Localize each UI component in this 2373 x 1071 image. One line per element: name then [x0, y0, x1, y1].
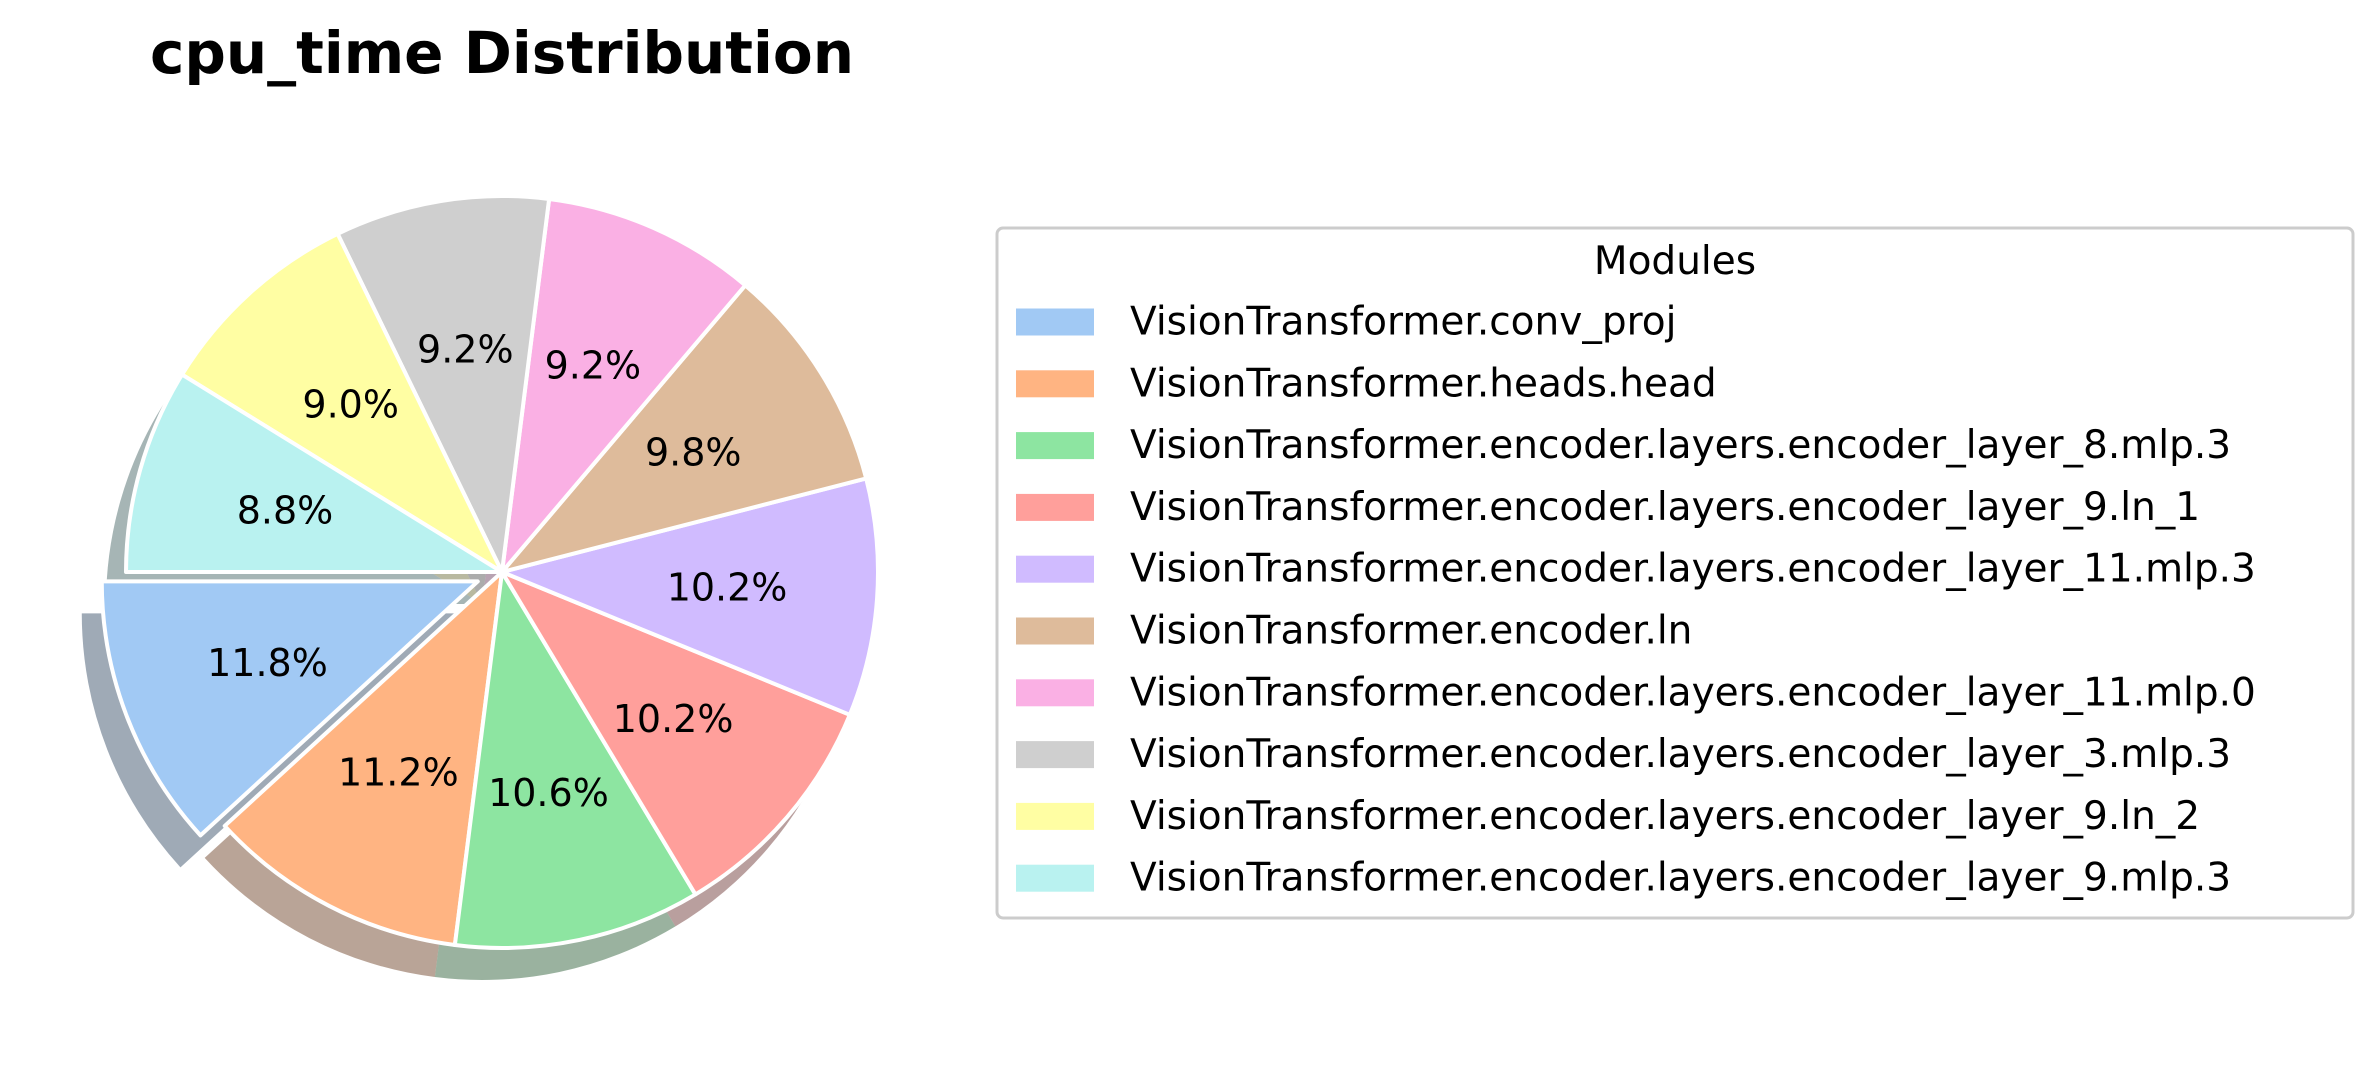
- legend: Modules VisionTransformer.conv_projVisio…: [995, 226, 2355, 920]
- slice-percent-label: 9.0%: [302, 383, 399, 427]
- slice-percent-label: 10.6%: [488, 771, 609, 815]
- pie-slice: [222, 570, 504, 948]
- legend-swatch: [1016, 679, 1094, 707]
- legend-swatch: [1016, 555, 1094, 583]
- pie-percent-labels: 11.8%11.2% 10.6%10.2%10.2%9.8%9.2%9.2%9.0…: [207, 327, 787, 814]
- slice-percent-label: 11.2%: [338, 750, 459, 794]
- legend-label: VisionTransformer.conv_proj: [1130, 300, 1676, 345]
- legend-swatch: [1016, 308, 1094, 336]
- pie-slice: [99, 579, 480, 838]
- pie-slice: [452, 570, 698, 950]
- legend-label: VisionTransformer.encoder.layers.encoder…: [1130, 856, 2231, 901]
- legend-swatch: [1016, 741, 1094, 769]
- legend-label: VisionTransformer.encoder.layers.encoder…: [1130, 732, 2231, 777]
- legend-swatch: [1016, 432, 1094, 460]
- pie-slices: [99, 194, 880, 950]
- legend-label: VisionTransformer.encoder.layers.encoder…: [1130, 670, 2256, 715]
- legend-swatch: [1016, 617, 1094, 645]
- legend-label: VisionTransformer.encoder.layers.encoder…: [1130, 423, 2231, 468]
- legend-swatch: [1016, 370, 1094, 398]
- legend-swatch: [1016, 802, 1094, 830]
- pie-slice: [124, 372, 504, 574]
- slice-percent-label: 8.8%: [237, 488, 334, 532]
- slice-percent-label: 11.8%: [207, 641, 328, 685]
- chart-title: cpu_time Distribution: [150, 19, 854, 87]
- pie-slice: [500, 283, 869, 574]
- slice-percent-label: 10.2%: [667, 566, 788, 610]
- legend-label: VisionTransformer.heads.head: [1130, 361, 1717, 406]
- legend-label: VisionTransformer.encoder.layers.encoder…: [1130, 547, 2256, 592]
- legend-title: Modules: [1594, 239, 1756, 284]
- legend-swatch: [1016, 493, 1094, 521]
- legend-swatch: [1016, 864, 1094, 892]
- slice-percent-label: 9.2%: [417, 327, 514, 371]
- slice-percent-label: 9.8%: [645, 430, 742, 474]
- pie-slice: [500, 476, 880, 717]
- pie-slice: [335, 194, 552, 574]
- pie-slice: [500, 570, 852, 897]
- slice-percent-label: 10.2%: [613, 697, 734, 741]
- legend-label: VisionTransformer.encoder.layers.encoder…: [1130, 794, 2200, 839]
- pie-slice: [180, 231, 504, 574]
- legend-frame: [995, 226, 2355, 920]
- pie-slice: [500, 196, 748, 574]
- legend-label: VisionTransformer.encoder.ln: [1130, 609, 1692, 654]
- legend-label: VisionTransformer.encoder.layers.encoder…: [1130, 485, 2200, 530]
- slice-percent-label: 9.2%: [545, 344, 642, 388]
- legend-items: VisionTransformer.conv_proj VisionTransfo…: [1016, 300, 2256, 901]
